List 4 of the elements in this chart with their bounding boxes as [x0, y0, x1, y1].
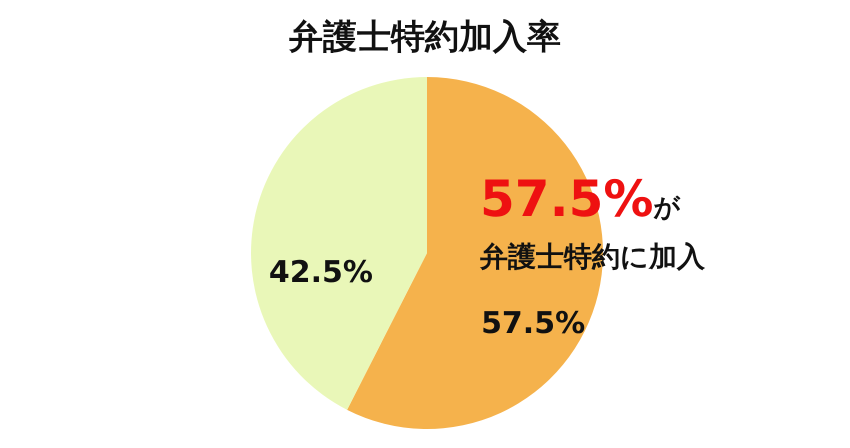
pie-slice — [251, 77, 427, 410]
data-label: 42.5% — [268, 255, 373, 290]
data-label: 57.5% — [481, 306, 586, 341]
chart-title: 弁護士特約加入率 — [288, 16, 562, 59]
